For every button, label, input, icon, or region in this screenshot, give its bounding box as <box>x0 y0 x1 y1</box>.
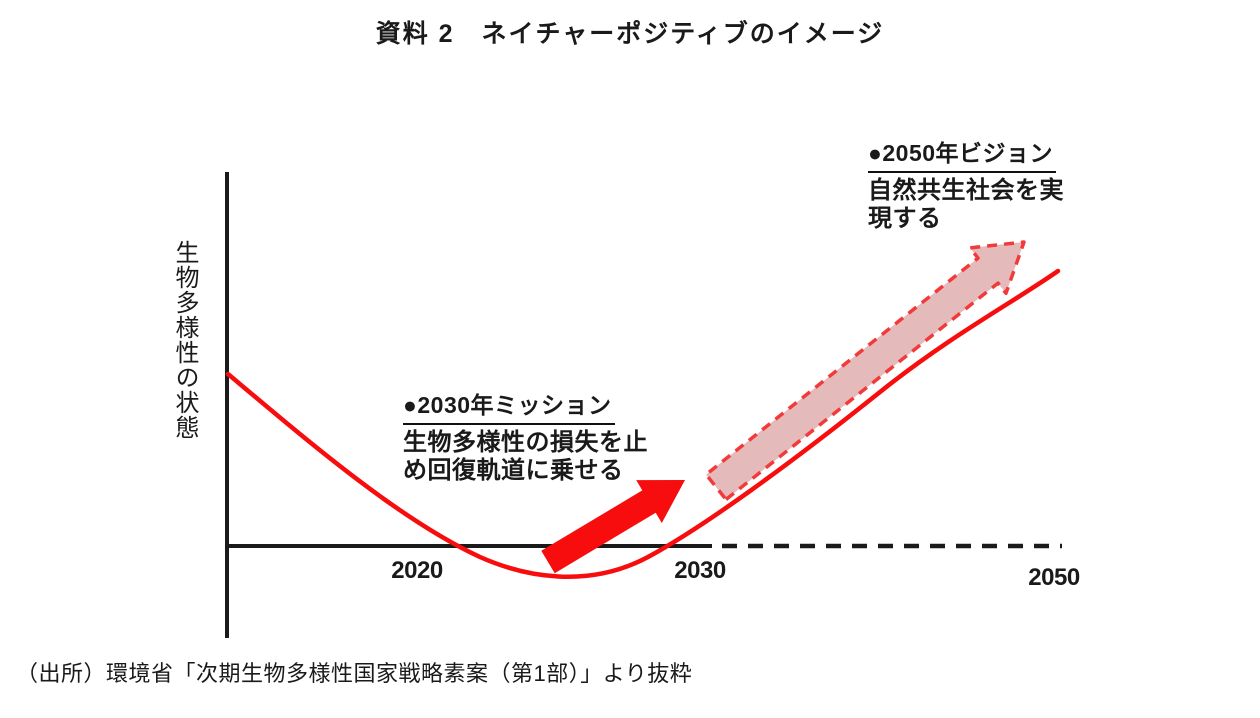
source-citation: （出所）環境省「次期生物多様性国家戦略素案（第1部）」より抜粋 <box>16 661 693 686</box>
biodiversity-curve <box>225 268 1061 579</box>
mission-solid-arrow <box>541 480 685 574</box>
annotation-2030-heading: ●2030年ミッション <box>403 386 615 425</box>
x-tick-2020: 2020 <box>391 557 443 584</box>
annotation-2050-body-line1: 自然共生社会を実 <box>868 177 1064 204</box>
y-axis-label: 生物多様性の状態 <box>171 240 198 440</box>
x-tick-2050: 2050 <box>1028 564 1080 591</box>
annotation-2030-body-line2: め回復軌道に乗せる <box>403 457 624 484</box>
figure-title: 資料 2 ネイチャーポジティブのイメージ <box>375 20 885 48</box>
annotation-2050-body-line2: 現する <box>868 205 942 232</box>
x-tick-2030: 2030 <box>674 557 726 584</box>
annotation-2050-vision: ●2050年ビジョン 自然共生社会を実 現する <box>868 134 1064 233</box>
vision-dashed-arrow <box>704 240 1026 502</box>
annotation-2050-heading: ●2050年ビジョン <box>868 134 1057 173</box>
annotation-2030-body-line1: 生物多様性の損失を止 <box>403 429 648 456</box>
annotation-2030-mission: ●2030年ミッション 生物多様性の損失を止 め回復軌道に乗せる <box>403 386 648 485</box>
